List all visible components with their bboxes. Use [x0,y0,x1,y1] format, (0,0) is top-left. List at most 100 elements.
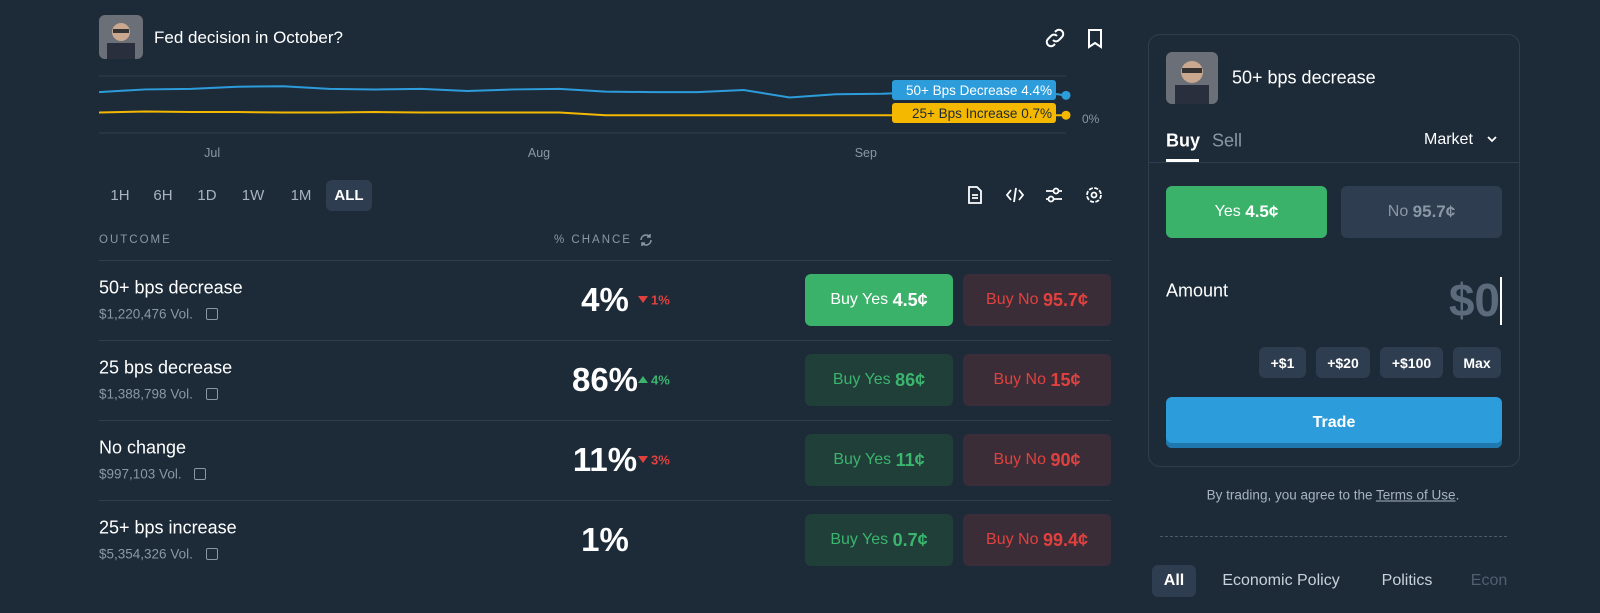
yes-price: 0.7¢ [892,529,928,550]
amount-label: Amount [1166,280,1229,301]
yes-label: Buy Yes [833,451,892,468]
tag[interactable]: Economic Policy [1222,572,1340,589]
outcome-name: No change [99,437,187,458]
column-header: OUTCOME [99,234,172,246]
quick-amount[interactable]: Max [1453,347,1501,378]
gift-icon[interactable] [206,548,218,560]
yes-price: 4.5¢ [1245,202,1279,221]
series-value-label: 4.4% [1021,83,1052,98]
quick-amount[interactable]: +$1 [1259,347,1306,378]
no-button[interactable]: No 95.7¢ [1341,186,1502,238]
price-chart: 0% Jul Aug Sep 50+ Bps Decrease 4.4% 25+ Bps … [99,75,1100,160]
range-button[interactable]: ALL [326,180,372,211]
no-label: Buy No [986,531,1039,548]
trade-title: 50+ bps decrease [1232,67,1376,88]
amount-input[interactable]: $0 [1448,274,1500,326]
buy-yes-button[interactable]: Buy Yes 4.5¢ [805,274,953,326]
no-label: Buy No [986,291,1039,308]
yes-price: 86¢ [895,369,926,390]
outcome-volume: $997,103 Vol. [99,466,182,482]
yes-button[interactable]: Yes 4.5¢ [1166,186,1327,238]
trade-button[interactable]: Trade [1166,397,1502,448]
range-button[interactable]: 1H [110,187,130,204]
range-button[interactable]: 1W [241,187,265,204]
divider [1149,162,1519,163]
row-divider [99,340,1111,341]
outcome-change: 1% [651,292,670,308]
legend-text: 25+ Bps Increase 0.7% [912,106,1052,121]
yes-label: Buy Yes [830,531,889,548]
end-dot [1061,110,1071,120]
gift-icon[interactable] [206,308,218,320]
outcome-chance: 86% [571,361,639,398]
no-label: Buy No [993,371,1046,388]
doc-icon[interactable] [965,185,985,205]
change-arrow [638,456,648,463]
disclaimer-text: By trading, you agree to the [1206,487,1373,503]
legend-pill [892,103,1056,123]
range-button[interactable]: 1M [290,187,312,204]
x-tick-label: Sep [855,146,877,160]
yes-label: Buy Yes [832,371,891,388]
outcome-volume: $1,388,798 Vol. [99,386,193,402]
outcome-change: 3% [651,452,670,468]
tag[interactable]: All [1152,565,1196,597]
no-price: 15¢ [1050,369,1081,390]
buy-yes-button[interactable]: Buy Yes 11¢ [805,434,953,486]
buy-yes-button[interactable]: Buy Yes 0.7¢ [805,514,953,566]
row-divider [99,500,1111,501]
no-label: Buy No [993,451,1046,468]
market-avatar [99,15,143,59]
series-value-label: 0.7% [1021,106,1052,121]
y-tick-label: 0% [1082,112,1100,126]
settings-icon[interactable] [1084,185,1104,205]
change-arrow [638,376,648,383]
buy-no-button[interactable]: Buy No 99.4¢ [963,514,1111,566]
no-price: 95.7¢ [1042,289,1088,310]
no-price: 99.4¢ [1042,529,1088,550]
gift-icon[interactable] [194,468,206,480]
trade-card [1148,34,1520,467]
legend-text: 50+ Bps Decrease 4.4% [906,83,1052,98]
outcome-avatar [1166,52,1218,104]
gift-icon[interactable] [206,388,218,400]
order-type[interactable]: Market [1424,131,1473,148]
no-price: 90¢ [1050,449,1081,470]
embed-icon[interactable] [1005,185,1025,205]
tab-buy[interactable]: Buy [1166,130,1201,151]
x-tick-label: Jul [204,146,220,160]
x-tick-label: Aug [528,146,550,160]
buy-no-button[interactable]: Buy No 90¢ [963,434,1111,486]
legend-pill [892,80,1056,100]
market-title: Fed decision in October? [154,28,343,47]
bookmark-icon[interactable] [1084,27,1106,49]
link-icon[interactable] [1044,27,1066,49]
terms-link[interactable]: Terms of Use [1376,487,1456,503]
outcome-chance: 4% [581,281,629,318]
chevron-icon [1487,136,1497,143]
row-divider [99,420,1111,421]
range-button[interactable]: 1D [197,187,217,204]
filter-icon[interactable] [1044,185,1064,205]
refresh-icon[interactable] [639,233,653,247]
outcome-name: 25 bps decrease [99,357,233,378]
range-button[interactable]: 6H [153,187,173,204]
buy-yes-button[interactable]: Buy Yes 86¢ [805,354,953,406]
disclaimer: By trading, you agree to the Terms of Us… [1207,488,1460,503]
tab-underline [1166,159,1199,162]
buy-no-button[interactable]: Buy No 95.7¢ [963,274,1111,326]
tag[interactable]: Politics [1381,572,1433,589]
outcome-name: 25+ bps increase [99,517,237,538]
no-price: 95.7¢ [1412,202,1456,221]
quick-amount[interactable]: +$20 [1316,347,1370,378]
change-arrow [638,296,648,303]
yes-price: 11¢ [895,449,925,470]
tag[interactable]: Econ [1470,572,1508,589]
tab-sell[interactable]: Sell [1212,130,1243,151]
quick-amount[interactable]: +$100 [1380,347,1443,378]
outcome-change: 4% [651,372,670,388]
outcome-volume: $1,220,476 Vol. [99,306,193,322]
buy-no-button[interactable]: Buy No 15¢ [963,354,1111,406]
outcome-name: 50+ bps decrease [99,277,243,298]
